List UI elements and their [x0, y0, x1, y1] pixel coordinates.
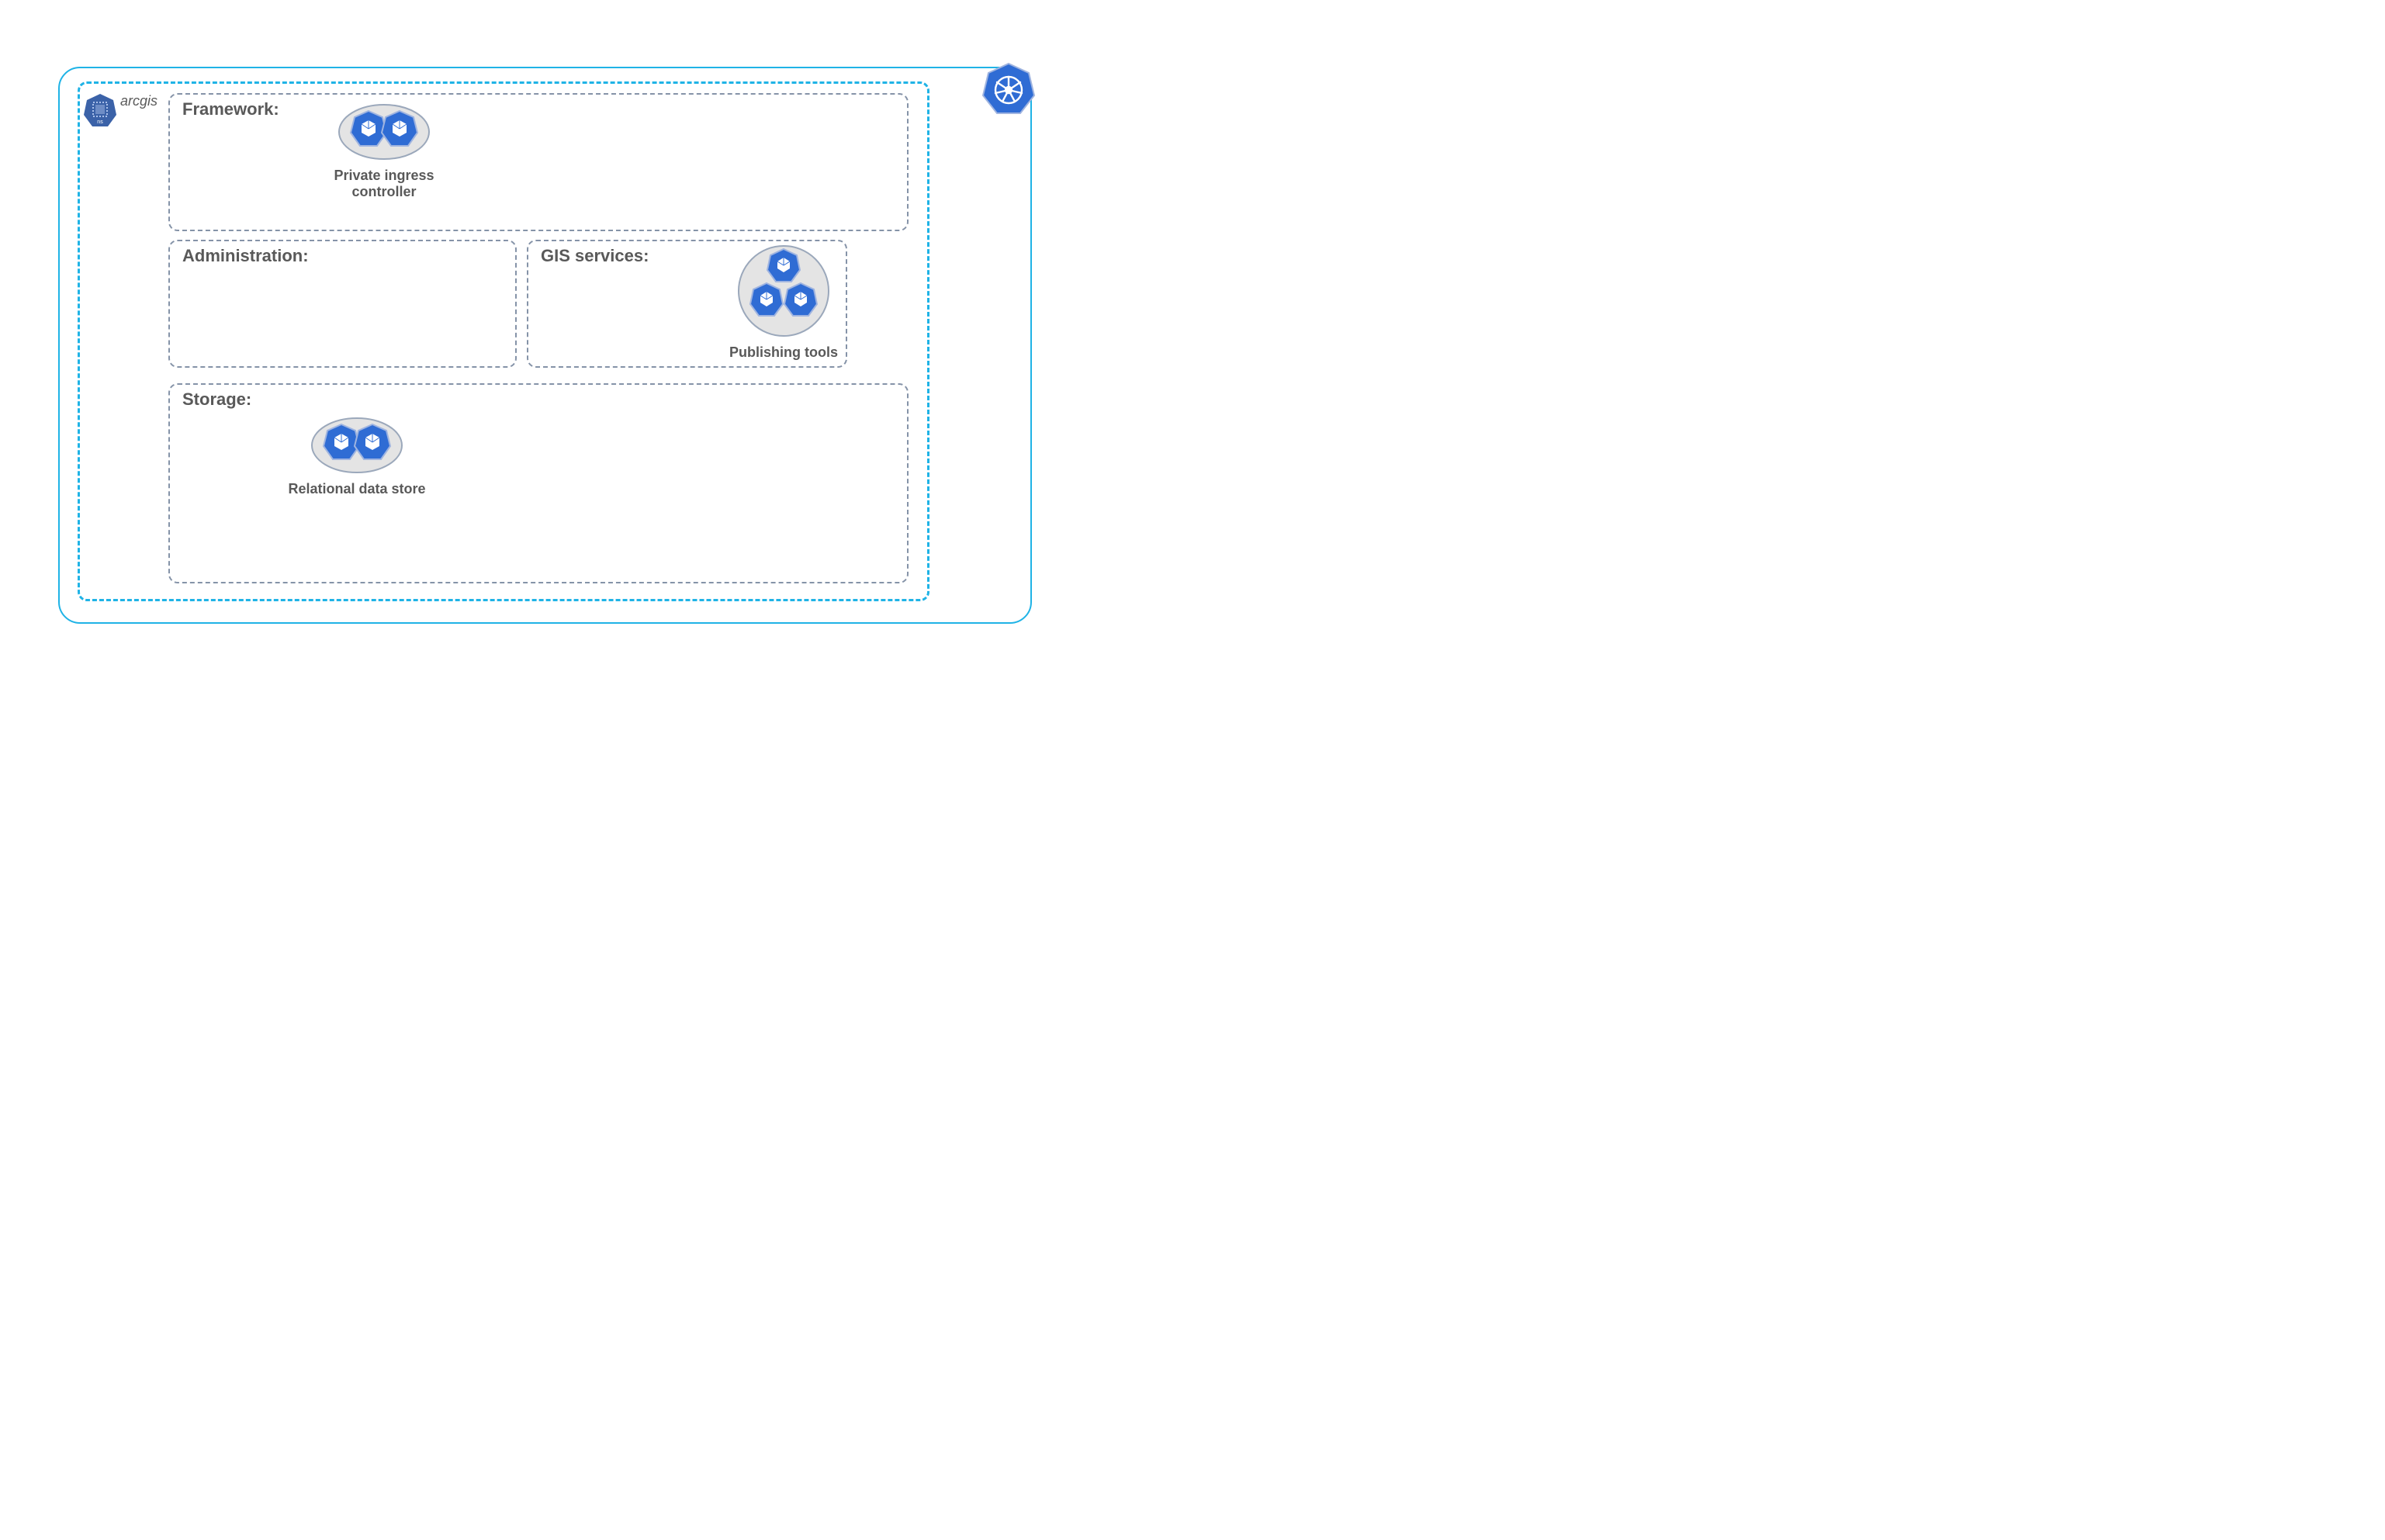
pod-pair-icon — [310, 417, 403, 474]
namespace-badge-icon: ns — [81, 92, 119, 129]
panel-title-storage: Storage: — [182, 389, 251, 410]
kubernetes-badge-icon — [980, 61, 1037, 118]
component-relational-label: Relational data store — [272, 481, 442, 497]
component-ingress: Private ingress controller — [306, 103, 462, 200]
panel-title-gis: GIS services: — [541, 246, 649, 266]
namespace-label: arcgis — [120, 93, 158, 109]
panel-title-framework: Framework: — [182, 99, 279, 119]
svg-text:ns: ns — [97, 119, 103, 125]
panel-administration: Administration: — [168, 240, 517, 368]
component-ingress-label: Private ingress controller — [306, 168, 462, 200]
pod-triple-icon — [733, 244, 834, 337]
component-relational: Relational data store — [272, 417, 442, 497]
pod-pair-icon — [338, 103, 431, 161]
component-publishing-label: Publishing tools — [706, 344, 861, 361]
panel-framework: Framework: — [168, 93, 909, 231]
panel-title-administration: Administration: — [182, 246, 309, 266]
component-publishing: Publishing tools — [706, 244, 861, 361]
